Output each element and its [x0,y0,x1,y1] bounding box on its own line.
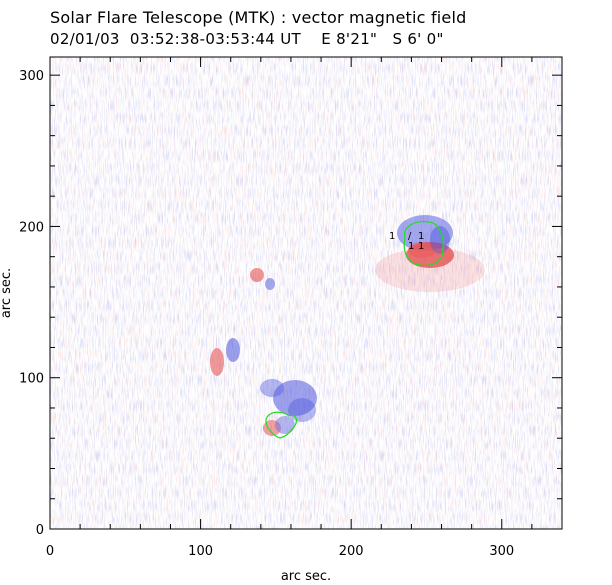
vector-marks: 1 / 1 1 1 [389,231,424,252]
y-axis-label: arc sec. [0,268,14,318]
vector-mark: 1 [408,241,414,252]
patch-west [210,338,240,376]
active-region-east [375,215,485,292]
field-background [50,57,562,529]
y-tick-label: 200 [19,220,44,235]
chart-title: Solar Flare Telescope (MTK) : vector mag… [50,8,467,27]
vector-mark: 1 [418,231,424,242]
y-tick-label: 0 [36,523,44,538]
vector-mark: 1 [418,241,424,252]
contour-east [403,221,444,267]
x-axis-label: arc sec. [281,569,331,584]
active-region-center [260,379,317,436]
vector-mark: 1 [389,231,395,242]
chart-subtitle: 02/01/03 03:52:38-03:53:44 UT E 8'21" S … [50,30,444,48]
axis-ticks: 0 100 200 300 0 100 200 300 [19,57,563,559]
x-tick-label: 0 [46,544,54,559]
y-tick-label: 100 [19,372,44,387]
plot-frame [49,56,563,530]
patch-north [250,268,275,290]
y-tick-label: 300 [19,69,44,84]
vector-mark: / [408,231,412,242]
contour-center [265,411,298,439]
x-tick-label: 100 [188,544,213,559]
x-tick-label: 300 [489,544,514,559]
x-tick-label: 200 [339,544,364,559]
